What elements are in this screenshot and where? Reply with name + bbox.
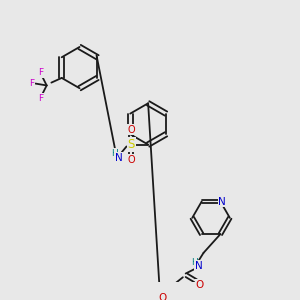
Text: O: O xyxy=(196,280,204,290)
Text: F: F xyxy=(38,94,43,103)
Text: H: H xyxy=(191,258,197,267)
Text: O: O xyxy=(128,124,135,135)
Text: N: N xyxy=(115,153,123,163)
Text: F: F xyxy=(38,68,43,77)
Text: O: O xyxy=(128,154,135,165)
Text: F: F xyxy=(29,79,34,88)
Text: O: O xyxy=(158,293,166,300)
Text: S: S xyxy=(128,138,135,151)
Text: N: N xyxy=(195,261,203,271)
Text: N: N xyxy=(218,196,226,207)
Text: H: H xyxy=(111,148,118,158)
